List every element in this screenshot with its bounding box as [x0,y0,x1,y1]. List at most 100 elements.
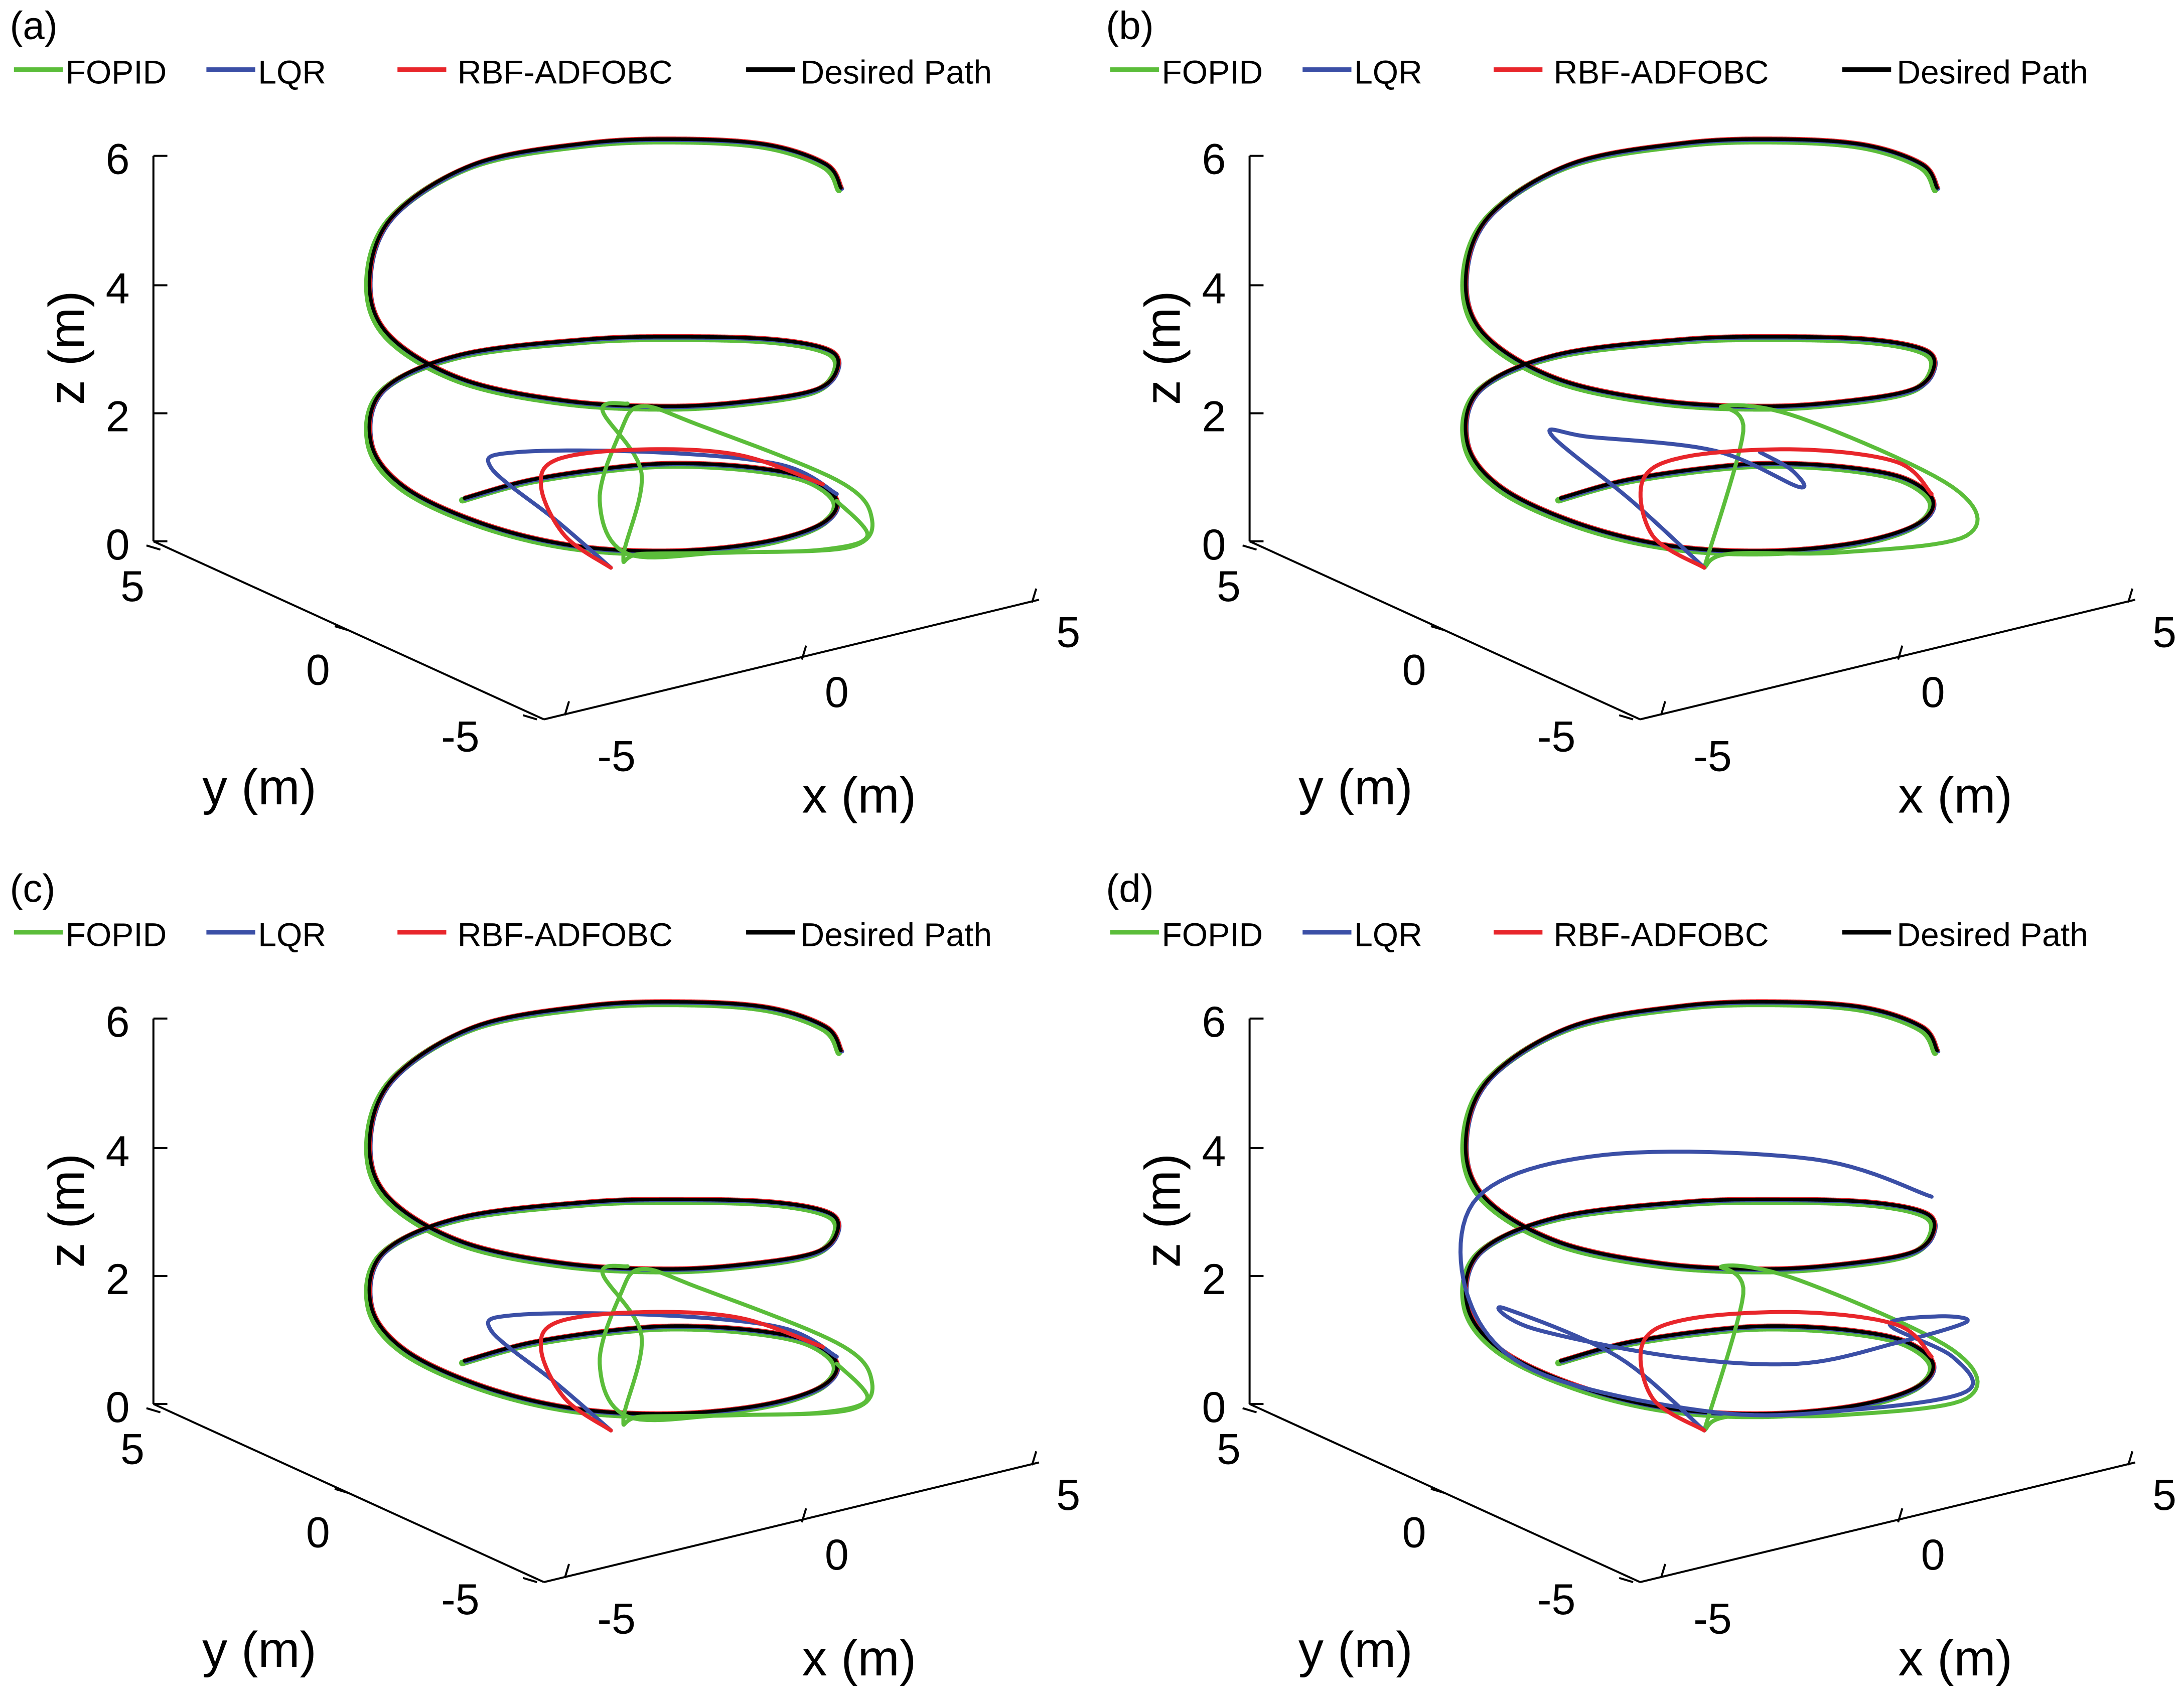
x-tick-label: 0 [825,1531,849,1579]
z-tick-label: 6 [106,135,130,184]
series-desired-path [1464,137,1939,553]
series-lqr [1465,1001,1941,1417]
x-tick-mark [1031,588,1038,603]
y-tick-mark [334,1488,349,1494]
series-fopid-transient [598,401,875,564]
x-tick-mark [1031,1451,1038,1466]
z-tick-label: 2 [1202,1255,1226,1304]
series-rbf-adfobc-transient [1638,1310,1934,1433]
y-tick-mark [522,1577,537,1583]
series-lqr [1465,137,1941,554]
x-tick-label: -5 [597,732,635,780]
legend-label: FOPID [1161,53,1263,90]
x-tick-mark [2127,588,2134,603]
y-tick-mark [1242,544,1257,551]
legend-label: Desired Path [1897,53,2088,90]
x-axis-label: x (m) [1898,768,2012,824]
z-tick-label: 6 [1202,135,1226,184]
x-tick-label: 5 [1056,609,1080,657]
legend-label: FOPID [66,53,167,90]
z-tick-label: 0 [106,1383,130,1432]
y-tick-mark [146,544,161,551]
z-tick-label: 6 [1202,998,1226,1046]
series-rbf-adfobc-transient [538,447,825,570]
panel-a: (a)FOPID LQR RBF-ADFOBC Desired Path 0 2 4 6 -5 0… [10,4,1080,824]
z-axis-label: z (m) [39,1154,95,1268]
y-tick-mark [1430,1488,1445,1494]
z-tick-label: 4 [106,1127,130,1176]
series-fopid [364,137,842,556]
y-tick-label: -5 [1537,1576,1575,1624]
x-axis [543,1461,1040,1584]
x-tick-mark [1897,1508,1904,1523]
y-tick-label: 0 [306,1509,330,1557]
panel-b: (b)FOPID LQR RBF-ADFOBC Desired Path 0 2 4 6 -5 0… [1106,4,2176,824]
y-tick-mark [1619,714,1634,721]
legend-label: RBF-ADFOBC [1554,53,1769,90]
legend-label: RBF-ADFOBC [1554,916,1769,953]
y-tick-label: 5 [120,562,144,611]
legend-label: Desired Path [1897,916,2088,953]
y-tick-label: 5 [1217,562,1241,611]
z-axis-label: z (m) [1135,291,1191,405]
x-tick-label: -5 [1693,1595,1731,1643]
x-axis-label: x (m) [1898,1630,2012,1686]
z-tick-label: 4 [1202,265,1226,313]
y-axis-label: y (m) [202,759,317,815]
y-tick-mark [146,1407,161,1413]
legend-label: Desired Path [801,53,992,90]
series-fopid [364,1001,842,1420]
legend-label: LQR [1354,53,1422,90]
y-tick-label: 0 [1402,646,1426,694]
y-axis-label: y (m) [202,1622,317,1678]
series-rbf-adfobc-transient [538,1310,825,1433]
legend-label: Desired Path [801,916,992,953]
legend-label: RBF-ADFOBC [458,53,673,90]
x-tick-label: 0 [1921,1531,1945,1579]
x-axis [543,599,1040,721]
z-axis-label: z (m) [39,291,95,405]
panel-letter: (b) [1106,4,1153,48]
series-fopid-transient [598,1263,875,1427]
y-tick-label: -5 [1537,713,1575,761]
x-tick-label: 5 [2152,609,2176,657]
panel-d: (d)FOPID LQR RBF-ADFOBC Desired Path 0 2 4 6 -5 0… [1106,866,2176,1686]
series-lqr-transient [1547,428,1807,570]
x-tick-mark [2127,1451,2134,1466]
series-desired-path [367,137,843,553]
y-tick-label: -5 [441,1576,479,1624]
x-axis-label: x (m) [802,1630,916,1686]
x-tick-label: 0 [825,668,849,717]
series-fopid [1460,137,1939,556]
y-tick-mark [1242,1407,1257,1413]
y-tick-label: 5 [1217,1425,1241,1473]
series-rbf-adfobc-transient [1638,447,1934,570]
x-tick-mark [563,701,570,716]
series-desired-path [1464,1000,1939,1416]
x-tick-label: 5 [1056,1471,1080,1519]
z-axis-label: z (m) [1135,1154,1191,1268]
x-tick-mark [563,1564,570,1579]
z-tick-label: 2 [1202,393,1226,441]
z-tick-label: 4 [1202,1127,1226,1176]
x-tick-mark [801,645,807,660]
y-tick-label: 0 [306,646,330,694]
x-tick-mark [801,1508,807,1523]
x-tick-label: -5 [1693,732,1731,780]
series-lqr-transient [486,448,839,570]
y-tick-label: -5 [441,713,479,761]
y-tick-mark [1430,625,1445,632]
panel-c: (c) FOPID LQR RBF-ADFOBC Desired Path 0 2 4 6 -5 0… [10,866,1080,1686]
x-tick-mark [1660,1564,1666,1579]
z-tick-label: 0 [1202,521,1226,569]
series-fopid [1460,1001,1939,1420]
z-tick-label: 4 [106,265,130,313]
panel-letter: (c) [10,866,55,910]
x-axis-label: x (m) [802,768,916,824]
legend-label: LQR [1354,916,1422,953]
y-tick-mark [1619,1577,1634,1583]
panel-letter: (d) [1106,866,1153,910]
series-lqr [368,137,844,554]
x-tick-label: 5 [2152,1471,2176,1519]
